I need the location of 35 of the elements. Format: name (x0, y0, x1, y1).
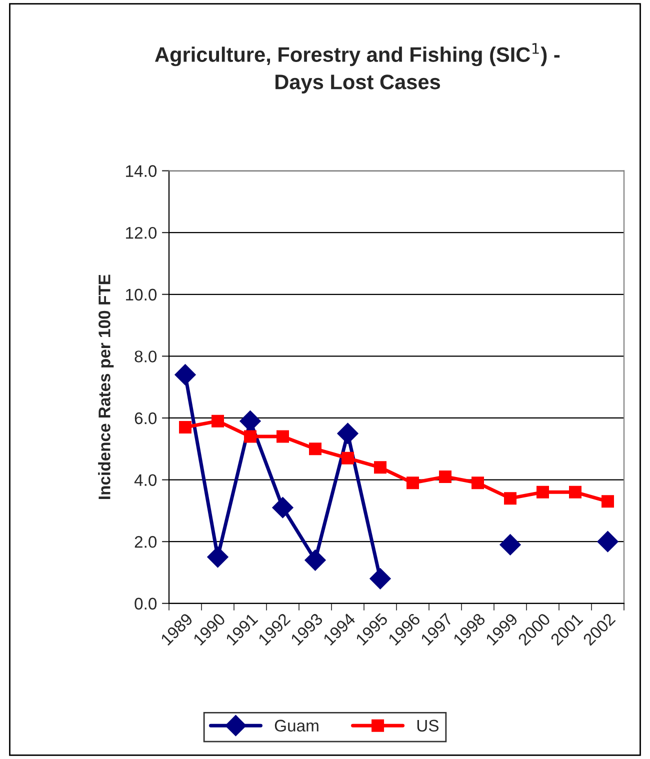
legend-label: US (417, 720, 438, 732)
point (212, 414, 224, 428)
point (374, 461, 386, 474)
point (472, 476, 484, 490)
y-tick-label: 4.0 (134, 474, 157, 486)
y-tick-label: 0.0 (134, 598, 157, 610)
point (439, 470, 452, 483)
point (536, 486, 549, 498)
point (602, 495, 614, 508)
chart-title: Agriculture, Forestry and Fishing (SIC$^{1}$) - Days Lost Cases (154, 43, 560, 94)
point (304, 550, 326, 571)
point (504, 492, 516, 505)
point (272, 497, 294, 518)
point (569, 486, 582, 498)
point (174, 364, 196, 386)
y-tick-label: 6.0 (134, 412, 157, 424)
point (244, 430, 256, 443)
point (179, 421, 192, 434)
point (207, 546, 228, 568)
y-tick-label: 2.0 (134, 536, 157, 548)
point (276, 430, 289, 443)
point (406, 476, 419, 490)
point (342, 452, 354, 464)
y-tick-label: 14.0 (126, 165, 157, 177)
point (597, 531, 618, 552)
point (309, 442, 322, 456)
point (500, 534, 521, 556)
y-tick-label: 12.0 (126, 226, 157, 239)
point (240, 410, 261, 432)
y-axis-title: Incidence Rates per 100 FTE (98, 274, 114, 499)
point (337, 422, 358, 444)
y-tick-label: 8.0 (134, 350, 157, 362)
y-tick-label: 10.0 (126, 288, 157, 301)
legend-label: Guam (274, 720, 318, 732)
point (370, 568, 391, 590)
